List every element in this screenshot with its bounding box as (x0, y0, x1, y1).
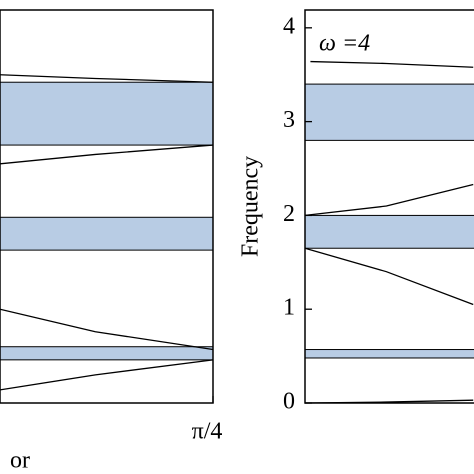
curve (0, 74, 214, 83)
x-axis-label: or (10, 448, 30, 474)
band-gap (304, 349, 474, 359)
y-tick-label: 3 (283, 107, 295, 133)
frame (304, 9, 474, 404)
curve (0, 144, 214, 165)
curve (0, 308, 214, 351)
annotation: ω =4 (319, 31, 370, 57)
band-gap (304, 83, 474, 141)
band-gap (0, 216, 214, 251)
curve (304, 247, 474, 306)
y-tick-label: 1 (283, 295, 295, 321)
y-tick-label: 2 (283, 201, 295, 227)
y-axis-label: Frequency (238, 156, 264, 257)
curve (304, 183, 474, 217)
y-tick-label: 0 (283, 389, 295, 415)
band-gap (304, 214, 474, 249)
band-gap (0, 346, 214, 361)
frame (0, 9, 214, 404)
x-tick-label: π/4 (192, 419, 223, 445)
band-gap (0, 81, 214, 146)
curve (310, 60, 474, 68)
y-tick-label: 4 (283, 13, 295, 39)
curve (0, 359, 214, 391)
